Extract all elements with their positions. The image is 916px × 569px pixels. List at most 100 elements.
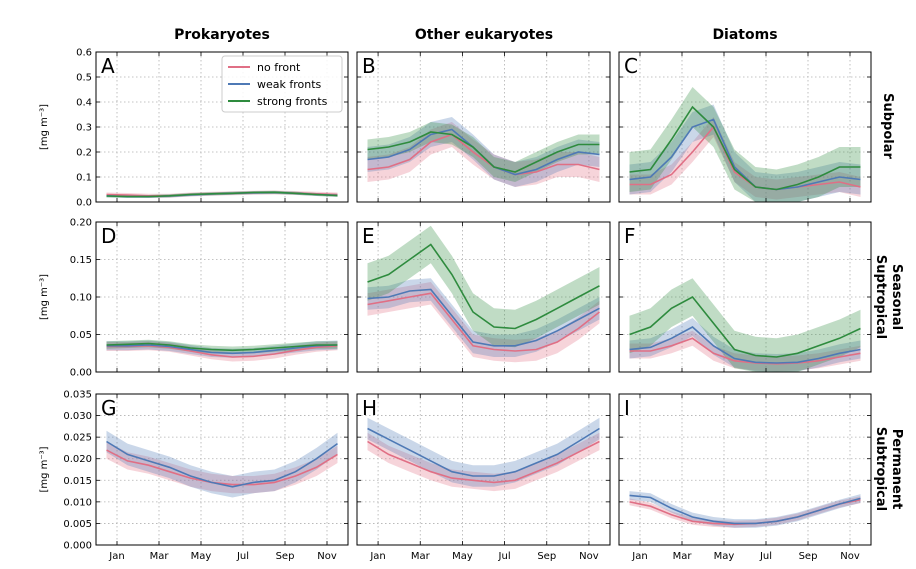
panel-H: Jan Mar May Jul Sep Nov H	[356, 393, 611, 562]
x-tick-label: May	[714, 551, 735, 562]
row-title-permanent-line1: Permanent	[889, 429, 904, 510]
panel-C: C	[618, 51, 872, 203]
x-tick-label: Jan	[369, 551, 385, 562]
column-title-other-eukaryotes: Other eukaryotes	[415, 27, 553, 43]
series-line-strong-fronts	[629, 295, 861, 358]
panel-F: F	[618, 221, 872, 373]
series-line-no-front	[367, 133, 600, 176]
legend-label: strong fronts	[257, 95, 328, 108]
series-line-weak-fronts	[106, 440, 338, 488]
panel-I: Jan Mar May Jul Sep Nov I	[618, 393, 872, 562]
y-tick-label: 0.00	[70, 368, 92, 379]
axes-frame	[618, 393, 872, 546]
y-tick-label: 0.2	[76, 148, 92, 159]
series-line-weak-fronts	[367, 288, 600, 347]
x-tick-label: Jul	[759, 551, 772, 562]
legend-label: weak fronts	[257, 78, 322, 91]
axes-frame	[95, 393, 349, 546]
band-no-front	[367, 282, 600, 363]
y-tick-label: 0.0	[76, 198, 92, 209]
axes-frame	[356, 393, 611, 546]
panel-E: E	[356, 221, 611, 373]
panel-letter: D	[101, 224, 116, 248]
panel-letter: G	[101, 396, 117, 420]
y-tick-label: 0.6	[76, 48, 92, 59]
x-tick-label: Jul	[498, 551, 511, 562]
x-tick-label: Jul	[236, 551, 249, 562]
column-title-prokaryotes: Prokaryotes	[174, 27, 270, 43]
band-weak-fronts	[629, 104, 861, 202]
panel-letter: I	[624, 396, 630, 420]
y-tick-label: 0.020	[63, 454, 92, 465]
legend-box	[221, 55, 343, 113]
legend: no front weak fronts strong fronts	[221, 55, 343, 113]
row-title-subpolar: Subpolar	[880, 93, 895, 159]
y-tick-label: 0.4	[76, 98, 92, 109]
y-tick-label: 0.015	[63, 476, 92, 487]
y-tick-label: 0.15	[70, 255, 92, 266]
series-line-no-front	[367, 440, 600, 484]
y-tick-label: 0.10	[70, 293, 92, 304]
x-tick-label: Jan	[631, 551, 647, 562]
x-tick-label: Nov	[579, 551, 599, 562]
series-line-weak-fronts	[629, 326, 861, 364]
series-line-strong-fronts	[106, 191, 338, 198]
y-tick-label: 0.3	[76, 123, 92, 134]
y-tick-label: 0.035	[63, 390, 92, 401]
series-line-no-front	[629, 337, 861, 365]
y-tick-label: 0.010	[63, 497, 92, 508]
panel-G: Jan Mar May Jul Sep Nov 0.000 0.005 0.010 0.015 0.…	[39, 390, 349, 562]
series-line-strong-fronts	[367, 131, 600, 173]
panel-letter: B	[362, 54, 376, 78]
row-title-seasonal-line2: Suptropical	[873, 255, 888, 339]
x-tick-label: Mar	[673, 551, 693, 562]
series-line-strong-fronts	[629, 105, 861, 191]
series-line-strong-fronts	[106, 342, 338, 352]
panel-A: 0.0 0.1 0.2 0.3 0.4 0.5 0.6 [mg m⁻³] A	[39, 48, 349, 209]
y-tick-label: 0.025	[63, 433, 92, 444]
x-tick-label: Nov	[840, 551, 860, 562]
x-tick-label: Mar	[411, 551, 431, 562]
panel-letter: E	[362, 224, 375, 248]
column-title-diatoms: Diatoms	[712, 27, 777, 43]
y-tick-label: 0.000	[63, 541, 92, 552]
legend-label: no front	[257, 61, 301, 74]
series-line-weak-fronts	[106, 344, 338, 355]
series-line-strong-fronts	[367, 243, 600, 330]
panel-letter: A	[101, 54, 115, 78]
band-weak-fronts	[629, 491, 861, 528]
band-no-front	[367, 432, 600, 492]
axes-frame	[356, 51, 611, 203]
band-no-front	[629, 117, 861, 200]
y-axis-label: [mg m⁻³]	[39, 104, 50, 150]
panel-letter: C	[624, 54, 638, 78]
panel-letter: F	[624, 224, 636, 248]
panel-B: B	[356, 51, 611, 203]
y-tick-label: 0.030	[63, 411, 92, 422]
y-tick-label: 0.005	[63, 519, 92, 530]
series-line-weak-fronts	[367, 427, 600, 477]
band-strong-fronts	[629, 278, 861, 372]
series-line-no-front	[106, 449, 338, 486]
x-tick-label: Nov	[317, 551, 337, 562]
x-tick-label: Jan	[108, 551, 124, 562]
y-tick-label: 0.1	[76, 173, 92, 184]
x-tick-label: May	[452, 551, 473, 562]
series-line-weak-fronts	[629, 494, 861, 525]
row-title-seasonal-line1: Seasonal	[889, 264, 904, 330]
y-tick-label: 0.5	[76, 73, 92, 84]
x-tick-label: Sep	[537, 551, 556, 562]
panel-letter: H	[362, 396, 377, 420]
row-title-permanent-line2: Subtropical	[873, 427, 888, 511]
series-line-no-front	[629, 125, 861, 191]
x-tick-label: Sep	[799, 551, 818, 562]
series-line-weak-fronts	[629, 118, 861, 191]
x-tick-label: Sep	[276, 551, 295, 562]
x-tick-label: May	[191, 551, 212, 562]
y-axis-label: [mg m⁻³]	[39, 274, 50, 320]
y-tick-label: 0.05	[70, 330, 92, 341]
y-tick-label: 0.20	[70, 218, 92, 229]
panel-D: 0.00 0.05 0.10 0.15 0.20 [mg m⁻³] D	[39, 218, 349, 379]
band-weak-fronts	[629, 318, 861, 372]
